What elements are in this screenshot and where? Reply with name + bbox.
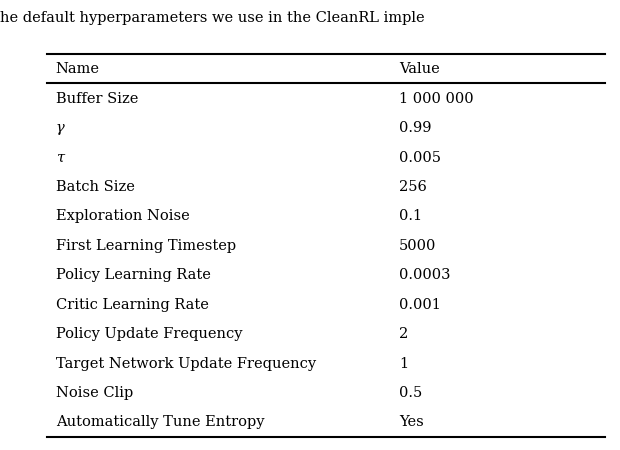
Text: Policy Update Frequency: Policy Update Frequency (56, 327, 242, 341)
Text: Value: Value (399, 62, 440, 77)
Text: γ: γ (56, 121, 64, 135)
Text: Exploration Noise: Exploration Noise (56, 209, 190, 224)
Text: 0.001: 0.001 (399, 298, 441, 312)
Text: Target Network Update Frequency: Target Network Update Frequency (56, 356, 316, 371)
Text: Yes: Yes (399, 415, 423, 429)
Text: 1: 1 (399, 356, 408, 371)
Text: τ: τ (56, 151, 64, 165)
Text: 0.0003: 0.0003 (399, 268, 451, 282)
Text: Buffer Size: Buffer Size (56, 92, 138, 106)
Text: Name: Name (56, 62, 100, 77)
Text: 0.005: 0.005 (399, 151, 441, 165)
Text: 0.99: 0.99 (399, 121, 432, 135)
Text: 2: 2 (399, 327, 408, 341)
Text: Batch Size: Batch Size (56, 180, 135, 194)
Text: Policy Learning Rate: Policy Learning Rate (56, 268, 211, 282)
Text: he default hyperparameters we use in the CleanRL imple: he default hyperparameters we use in the… (0, 11, 425, 25)
Text: 0.5: 0.5 (399, 386, 422, 400)
Text: Critic Learning Rate: Critic Learning Rate (56, 298, 209, 312)
Text: 1 000 000: 1 000 000 (399, 92, 474, 106)
Text: 0.1: 0.1 (399, 209, 422, 224)
Text: 256: 256 (399, 180, 427, 194)
Text: 5000: 5000 (399, 239, 436, 253)
Text: First Learning Timestep: First Learning Timestep (56, 239, 236, 253)
Text: Automatically Tune Entropy: Automatically Tune Entropy (56, 415, 264, 429)
Text: Noise Clip: Noise Clip (56, 386, 133, 400)
